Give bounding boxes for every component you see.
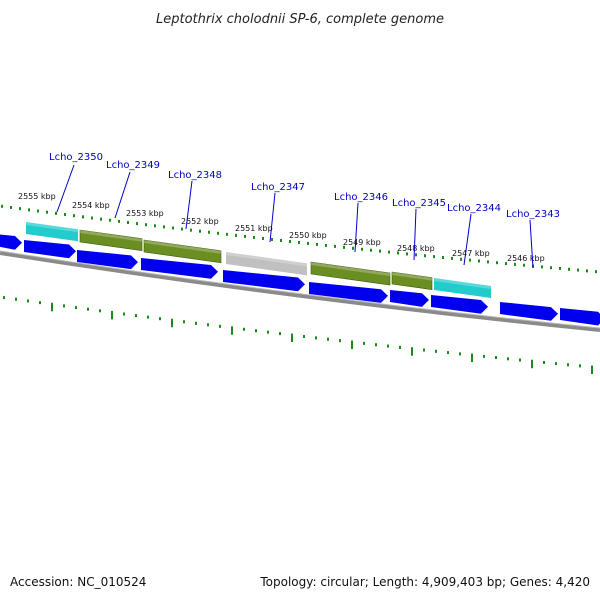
gene-label[interactable]: Lcho_2348 <box>168 170 222 181</box>
genome-title: Leptothrix cholodnii SP-6, complete geno… <box>156 12 444 27</box>
feature-block-shine <box>26 222 78 233</box>
green-feature-block <box>143 239 222 264</box>
gene-label-pointer <box>185 180 193 230</box>
gray-feature-block <box>226 252 307 276</box>
kbp-marker: 2547 kbp <box>452 249 490 258</box>
kbp-markers: 2555 kbp 2554 kbp 2553 kbp 2552 kbp 2551 kbp… <box>18 192 545 263</box>
kbp-marker: 2551 kbp <box>235 224 273 233</box>
gene-label[interactable]: Lcho_2344 <box>447 203 501 214</box>
gene-label-pointer <box>114 171 131 219</box>
feature-block-shine <box>311 262 390 277</box>
genome-summary: Topology: circular; Length: 4,909,403 bp… <box>259 575 590 589</box>
forward-gene-arrow <box>431 295 488 314</box>
green-feature-block <box>79 229 143 252</box>
outer-tick-ruler <box>1 204 597 274</box>
forward-gene-arrow <box>390 290 429 307</box>
feature-block-shine <box>144 240 221 254</box>
gene-label-pointer <box>413 208 417 261</box>
gene-label[interactable]: Lcho_2349 <box>106 160 160 171</box>
gene-label[interactable]: Lcho_2346 <box>334 192 388 203</box>
forward-gene-arrow <box>24 240 76 259</box>
kbp-marker: 2553 kbp <box>126 209 164 218</box>
gene-label[interactable]: Lcho_2345 <box>392 198 446 209</box>
gene-label-pointer <box>354 202 359 253</box>
feature-track <box>26 222 491 298</box>
feature-block-shine <box>392 272 432 281</box>
gene-label[interactable]: Lcho_2343 <box>506 209 560 220</box>
kbp-marker: 2552 kbp <box>181 217 219 226</box>
kbp-marker: 2549 kbp <box>343 238 381 247</box>
forward-gene-arrow <box>141 258 218 279</box>
forward-gene-arrow <box>77 250 138 270</box>
gene-label[interactable]: Lcho_2347 <box>251 182 305 193</box>
gene-label-pointer <box>463 213 472 266</box>
accession-label: Accession: NC_010524 <box>10 575 146 589</box>
gene-label-pointer <box>56 164 75 213</box>
green-feature-block <box>391 271 433 290</box>
genome-backbone-highlight <box>0 250 600 329</box>
kbp-marker: 2546 kbp <box>507 254 545 263</box>
forward-gene-arrow <box>0 234 22 250</box>
forward-strand-track <box>0 234 600 326</box>
forward-gene-arrow <box>500 302 558 321</box>
gene-label-pointer <box>529 219 534 269</box>
kbp-marker: 2554 kbp <box>72 201 110 210</box>
cyan-feature-block <box>26 222 78 242</box>
cyan-feature-block <box>434 278 491 298</box>
inner-tick-ruler <box>3 296 593 375</box>
kbp-marker: 2548 kbp <box>397 244 435 253</box>
kbp-marker: 2550 kbp <box>289 231 327 240</box>
gene-label-pointer <box>269 192 276 243</box>
feature-block-shine <box>80 230 142 242</box>
kbp-marker: 2555 kbp <box>18 192 56 201</box>
feature-block-shine <box>434 278 491 289</box>
forward-gene-arrow <box>223 270 305 292</box>
feature-block-shine <box>226 252 307 267</box>
forward-gene-arrow <box>560 308 600 326</box>
forward-gene-arrow <box>309 282 388 303</box>
genome-backbone <box>0 251 600 332</box>
gene-label[interactable]: Lcho_2350 <box>49 152 103 163</box>
green-feature-block <box>310 261 391 286</box>
